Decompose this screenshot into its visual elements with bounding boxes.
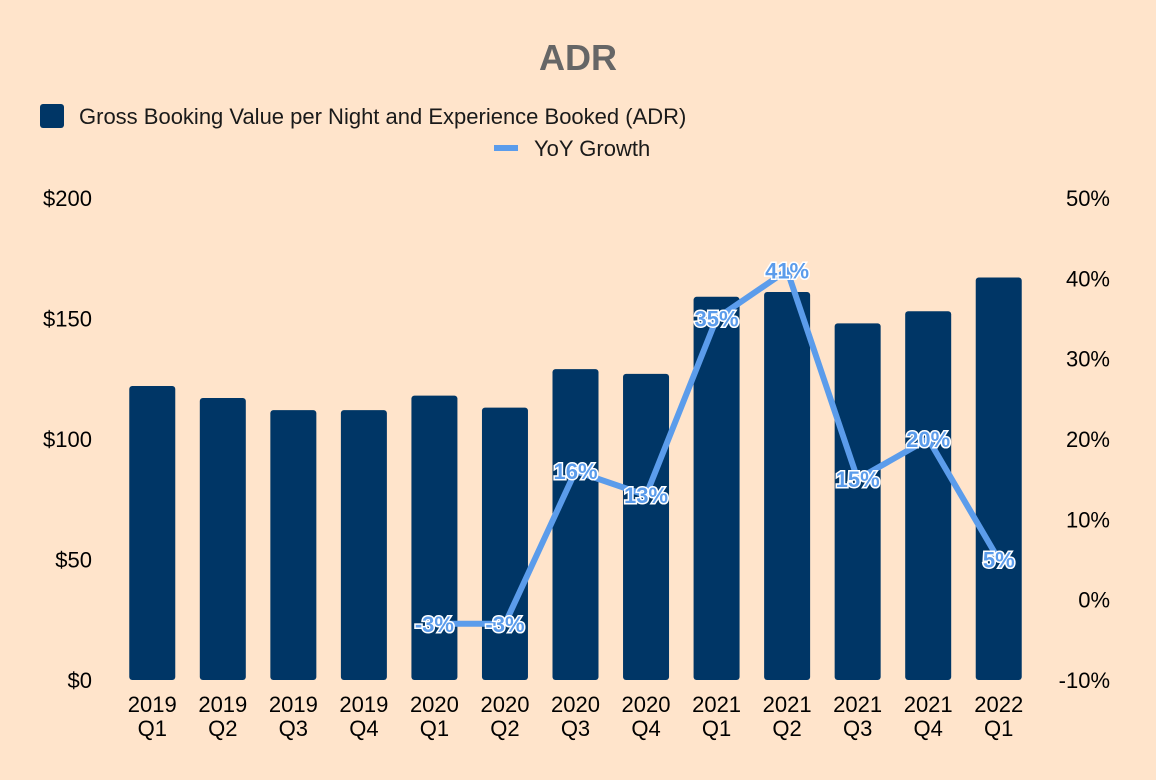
bar <box>270 410 317 680</box>
x-tick-label: 2021 Q2 <box>763 692 812 741</box>
chart-title: ADR <box>539 37 617 78</box>
yoy-data-label: 41% <box>765 258 809 283</box>
legend-bar-swatch <box>40 104 64 128</box>
y-left-tick-label: $0 <box>68 668 92 693</box>
y-right-tick-label: 30% <box>1066 347 1110 372</box>
x-tick-label: 2020 Q1 <box>410 692 459 741</box>
y-right-tick-label: 0% <box>1078 588 1110 613</box>
yoy-data-label: 15% <box>836 467 880 492</box>
bar <box>623 373 670 680</box>
bar-series <box>129 277 1022 680</box>
bar <box>834 323 881 680</box>
legend-bar-label: Gross Booking Value per Night and Experi… <box>79 104 686 129</box>
y-axis-right: -10% 0% 10% 20% 30% 40% 50% <box>1059 186 1110 693</box>
x-tick-label: 2020 Q2 <box>480 692 529 741</box>
x-tick-label: 2021 Q4 <box>904 692 953 741</box>
x-tick-label: 2021 Q1 <box>692 692 741 741</box>
y-left-tick-label: $50 <box>55 548 92 573</box>
bar <box>340 410 387 680</box>
y-right-tick-label: 20% <box>1066 427 1110 452</box>
x-tick-label: 2021 Q3 <box>833 692 882 741</box>
bar <box>975 277 1022 680</box>
legend-line-label: YoY Growth <box>534 136 650 161</box>
bar <box>199 398 246 680</box>
x-tick-label: 2019 Q3 <box>269 692 318 741</box>
y-axis-left: $0 $50 $100 $150 $200 <box>43 186 92 693</box>
yoy-data-label: 20% <box>906 427 950 452</box>
bar <box>764 291 811 680</box>
bar <box>552 369 599 680</box>
y-right-tick-label: 10% <box>1066 507 1110 532</box>
x-axis: 2019 Q1 2019 Q2 2019 Q3 2019 Q4 2020 Q1 2020 Q2 2020… <box>128 692 1023 741</box>
yoy-data-label: 35% <box>695 307 739 332</box>
y-right-tick-label: 40% <box>1066 266 1110 291</box>
yoy-data-label: 5% <box>983 548 1015 573</box>
bar <box>905 311 952 680</box>
bar <box>481 407 528 680</box>
y-right-tick-label: -10% <box>1059 668 1110 693</box>
yoy-data-label: -3% <box>415 612 454 637</box>
x-tick-label: 2022 Q1 <box>974 692 1023 741</box>
x-tick-label: 2019 Q1 <box>128 692 177 741</box>
yoy-data-label: -3% <box>485 612 524 637</box>
bar <box>129 385 176 680</box>
y-left-tick-label: $200 <box>43 186 92 211</box>
x-tick-label: 2019 Q4 <box>339 692 388 741</box>
yoy-growth-line <box>431 267 1002 627</box>
bar <box>693 296 740 680</box>
yoy-data-label: 13% <box>624 483 668 508</box>
x-tick-label: 2019 Q2 <box>198 692 247 741</box>
x-tick-label: 2020 Q3 <box>551 692 600 741</box>
yoy-data-label: 16% <box>553 459 597 484</box>
x-tick-label: 2020 Q4 <box>622 692 671 741</box>
line-series: -3% -3% 16% 13% 35% 41% 15% 20% 5% <box>413 257 1016 638</box>
y-right-tick-label: 50% <box>1066 186 1110 211</box>
y-left-tick-label: $150 <box>43 307 92 332</box>
bar <box>411 395 458 680</box>
legend: Gross Booking Value per Night and Experi… <box>40 104 686 161</box>
y-left-tick-label: $100 <box>43 427 92 452</box>
